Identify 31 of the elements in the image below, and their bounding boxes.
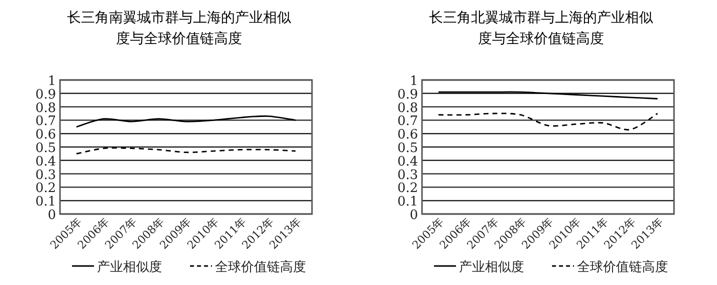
y-tick-label: 0.6 bbox=[397, 128, 418, 143]
line-series bbox=[438, 112, 658, 130]
legend-label: 产业相似度 bbox=[459, 259, 524, 275]
y-tick-label: 0.1 bbox=[397, 194, 418, 210]
y-tick-label: 0.2 bbox=[35, 181, 56, 196]
y-tick-label: 0.2 bbox=[397, 181, 418, 196]
y-tick-label: 0.4 bbox=[35, 154, 56, 170]
chart-title: 长三角北翼城市群与上海的产业相似度与全球价值链高度 bbox=[428, 9, 654, 49]
y-tick-label: 0.7 bbox=[397, 114, 418, 130]
y-tick-label: 0.3 bbox=[397, 168, 418, 183]
legend-label: 全球价值链高度 bbox=[577, 259, 668, 275]
y-tick-label: 0.9 bbox=[35, 87, 56, 102]
y-tick-label: 0.5 bbox=[35, 141, 56, 156]
y-tick-label: 0.4 bbox=[397, 154, 418, 170]
legend-label: 全球价值链高度 bbox=[215, 259, 306, 275]
y-tick-label: 0.8 bbox=[397, 100, 418, 116]
y-tick-label: 0 bbox=[410, 208, 418, 223]
y-tick-label: 0.7 bbox=[35, 114, 56, 130]
chart-title: 长三角南翼城市群与上海的产业相似度与全球价值链高度 bbox=[66, 9, 292, 49]
y-tick-label: 0.8 bbox=[35, 100, 56, 116]
y-tick-label: 0 bbox=[48, 208, 56, 223]
line-series bbox=[438, 91, 658, 100]
y-tick-label: 1 bbox=[410, 74, 418, 89]
y-tick-label: 0.5 bbox=[397, 141, 418, 156]
legend-label: 产业相似度 bbox=[97, 259, 162, 275]
line-series bbox=[76, 115, 296, 128]
y-tick-label: 1 bbox=[48, 74, 56, 89]
y-tick-label: 0.3 bbox=[35, 168, 56, 183]
y-tick-label: 0.6 bbox=[35, 128, 56, 143]
y-tick-label: 0.9 bbox=[397, 87, 418, 102]
y-tick-label: 0.1 bbox=[35, 194, 56, 210]
